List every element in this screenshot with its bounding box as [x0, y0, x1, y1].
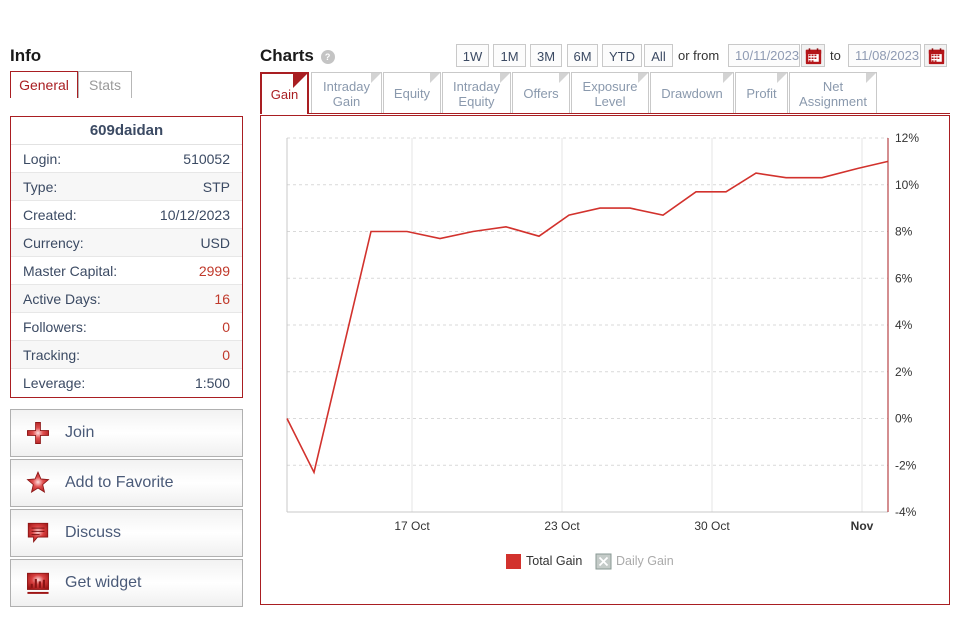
svg-text:Nov: Nov: [851, 519, 874, 533]
svg-text:8%: 8%: [895, 225, 913, 239]
svg-text:12%: 12%: [895, 131, 919, 145]
svg-text:6%: 6%: [895, 271, 913, 285]
svg-text:23 Oct: 23 Oct: [544, 519, 580, 533]
svg-text:17 Oct: 17 Oct: [394, 519, 430, 533]
svg-text:-2%: -2%: [895, 458, 917, 472]
svg-text:Total Gain: Total Gain: [526, 554, 582, 568]
svg-text:0%: 0%: [895, 412, 913, 426]
svg-text:30 Oct: 30 Oct: [694, 519, 730, 533]
svg-text:10%: 10%: [895, 178, 919, 192]
svg-text:-4%: -4%: [895, 505, 917, 519]
svg-text:4%: 4%: [895, 318, 913, 332]
svg-text:Daily Gain: Daily Gain: [616, 554, 674, 568]
svg-text:2%: 2%: [895, 365, 913, 379]
